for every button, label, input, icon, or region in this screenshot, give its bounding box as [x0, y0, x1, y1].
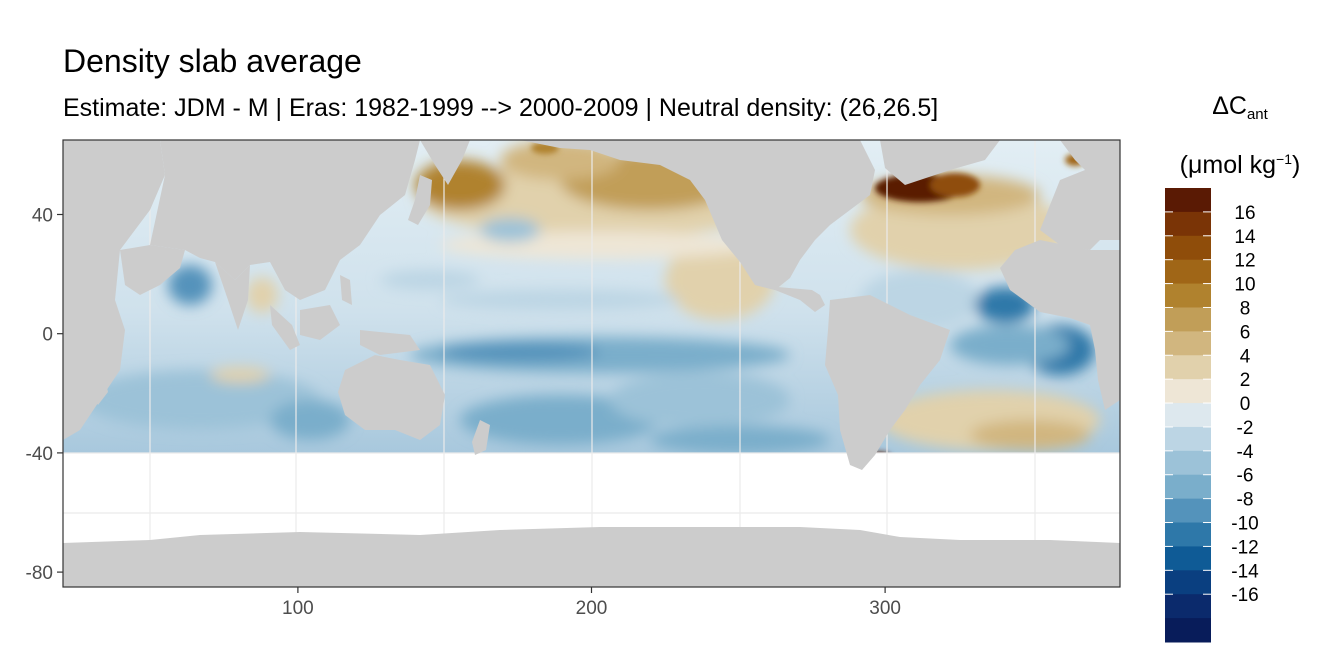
- legend-color-bin: [1165, 594, 1211, 619]
- region-kuroshio: [415, 160, 505, 210]
- land-greenland: [880, 140, 1000, 185]
- land-india: [215, 262, 250, 330]
- legend-color-bin: [1165, 498, 1211, 524]
- legend-title-units: (μmol kg−1): [1150, 137, 1330, 187]
- land: [63, 140, 1120, 587]
- legend-break-label: -8: [1237, 490, 1254, 511]
- legend-break-label: 4: [1240, 346, 1251, 367]
- region-subpolar-hot: [930, 173, 980, 197]
- region-arabian-sea: [168, 265, 212, 305]
- land-north-america: [520, 140, 875, 290]
- legend-break-label: 2: [1240, 370, 1251, 391]
- region-south-atlantic-tan: [970, 420, 1090, 450]
- legend-break-label: -4: [1237, 442, 1254, 463]
- legend-break-label: 16: [1234, 203, 1255, 224]
- legend-color-bin: [1165, 259, 1211, 285]
- legend-title-sub: ant: [1246, 106, 1268, 123]
- legend-color-bin: [1165, 211, 1211, 237]
- legend-color-bin: [1165, 331, 1211, 356]
- region-np-cool-3: [440, 290, 680, 310]
- legend-title: ΔCant (μmol kg−1): [1150, 84, 1330, 187]
- land-australia: [338, 355, 445, 440]
- legend-units-prefix: (μmol kg: [1179, 151, 1277, 179]
- legend-color-bin: [1165, 426, 1211, 452]
- region-indian-1: [80, 370, 320, 430]
- y-tick-label: -80: [26, 563, 53, 584]
- region-np-cool-2: [380, 270, 480, 290]
- legend-units-sup: −1: [1276, 151, 1292, 167]
- y-tick-label: -40: [26, 444, 53, 465]
- region-south-pacific-2: [610, 372, 790, 428]
- land-antarctica: [63, 527, 1120, 587]
- land-philippines: [340, 275, 352, 305]
- legend-color-bin: [1165, 522, 1211, 547]
- land-borneo: [300, 305, 340, 340]
- land-new-zealand: [472, 420, 490, 455]
- legend-color-bin: [1165, 307, 1211, 332]
- legend-color-bin: [1165, 570, 1211, 595]
- land-japan: [408, 175, 432, 225]
- x-tick-label: 100: [282, 598, 314, 619]
- legend-break-label: -14: [1231, 561, 1259, 582]
- legend-units-suffix: ): [1292, 151, 1301, 179]
- legend-break-label: 8: [1240, 298, 1251, 319]
- land-kamchatka: [420, 140, 470, 185]
- land-europe-east: [1040, 140, 1120, 250]
- region-south-pacific-1: [460, 395, 660, 445]
- legend-color-bin: [1165, 618, 1211, 643]
- legend-colorbar: 16 14 12 108 6 4 2 0 -2 -4 -6 -8 -10-12 -14 -16: [1165, 188, 1259, 643]
- legend-title-variable: ΔCant: [1150, 84, 1330, 137]
- legend-color-bin: [1165, 355, 1211, 380]
- land-madagascar: [92, 370, 108, 405]
- region-indian-warm: [210, 367, 270, 383]
- legend-break-label: -16: [1231, 585, 1258, 606]
- region-bay-bengal: [246, 277, 278, 313]
- legend-color-bin: [1165, 474, 1211, 500]
- legend-color-bin: [1165, 403, 1211, 428]
- land-newguinea: [360, 330, 420, 355]
- y-tick-label: 40: [32, 206, 53, 227]
- land-africa-west: [63, 140, 165, 440]
- chart-subtitle: Estimate: JDM - M | Eras: 1982-1999 --> …: [63, 94, 939, 122]
- legend-break-label: -12: [1231, 537, 1258, 558]
- x-tick-label: 300: [869, 598, 901, 619]
- land-south-america: [825, 295, 950, 470]
- legend-break-label: 14: [1234, 227, 1256, 248]
- legend-color-bin: [1165, 450, 1211, 476]
- legend-break-label: 0: [1240, 394, 1251, 415]
- legend-title-main: ΔC: [1212, 92, 1247, 120]
- chart-title: Density slab average: [63, 43, 362, 79]
- legend-break-label: 6: [1240, 322, 1251, 343]
- region-np-cool-1: [480, 218, 540, 242]
- land-arabia: [120, 245, 185, 295]
- legend-break-label: -6: [1237, 466, 1254, 487]
- legend-color-bin: [1165, 283, 1211, 308]
- legend-color-bin: [1165, 379, 1211, 404]
- x-tick-label: 200: [576, 598, 608, 619]
- legend-color-bin: [1165, 546, 1211, 571]
- y-tick-label: 0: [42, 325, 53, 346]
- legend-break-label: -2: [1237, 418, 1254, 439]
- land-africa-east: [1000, 240, 1120, 410]
- land-central-america: [755, 285, 825, 312]
- legend-color-bin: [1165, 188, 1211, 213]
- land-sumatra: [270, 305, 300, 350]
- region-indian-2: [270, 400, 350, 440]
- legend-break-label: -10: [1231, 514, 1258, 535]
- region-tropical-atlantic-cool: [950, 325, 1070, 365]
- legend-break-label: 10: [1234, 275, 1255, 296]
- land-asia: [150, 140, 420, 300]
- legend-break-label: 12: [1234, 251, 1255, 272]
- region-equatorial-core: [440, 342, 600, 362]
- legend-color-bin: [1165, 235, 1211, 261]
